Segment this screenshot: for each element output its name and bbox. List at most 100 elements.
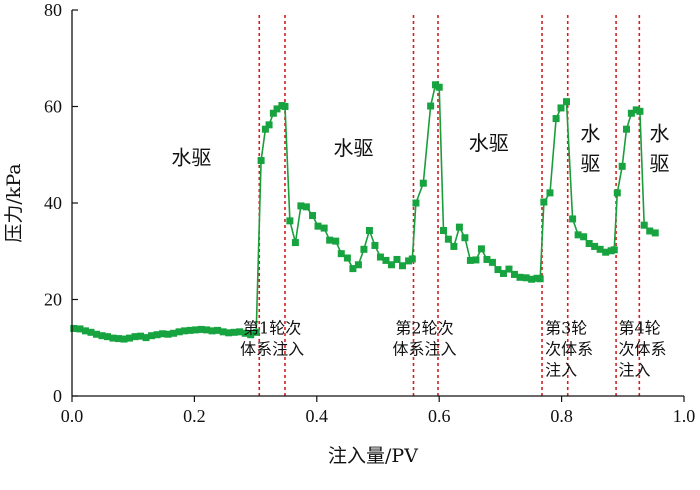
x-axis-title: 注入量/PV <box>328 445 418 467</box>
annotation-line: 次体系 <box>619 339 667 358</box>
data-point-marker <box>494 266 502 274</box>
x-tick-label: 1.0 <box>673 406 696 426</box>
data-point-marker <box>257 157 265 165</box>
data-point-marker <box>273 105 281 113</box>
data-point-marker <box>419 179 427 187</box>
data-point-marker <box>528 275 536 283</box>
data-point-marker <box>109 334 117 342</box>
data-point-marker <box>186 326 194 334</box>
data-point-marker <box>214 326 222 334</box>
data-point-marker <box>552 115 560 123</box>
y-tick-label: 60 <box>44 97 62 117</box>
data-point-marker <box>115 335 123 343</box>
annotation-line: 注入 <box>545 360 577 379</box>
stage-annotation: 第3轮次体系注入 <box>545 318 593 379</box>
data-point-marker <box>131 333 139 341</box>
annotation-line: 第1轮次 <box>243 318 301 337</box>
annotation-line: 第3轮 <box>545 318 587 337</box>
data-point-marker <box>320 224 328 232</box>
data-point-marker <box>398 262 406 270</box>
data-point-marker <box>170 329 178 337</box>
data-point-marker <box>314 222 322 230</box>
data-point-marker <box>371 241 379 249</box>
stage-annotation: 第2轮次体系注入 <box>393 318 457 358</box>
data-point-marker <box>382 256 390 264</box>
data-point-marker <box>92 330 100 338</box>
x-tick-label: 0.6 <box>428 406 451 426</box>
data-point-marker <box>580 233 588 241</box>
stage-annotation: 第1轮次体系注入 <box>240 318 304 358</box>
data-point-marker <box>236 328 244 336</box>
data-point-marker <box>354 261 362 269</box>
data-point-marker <box>376 253 384 261</box>
x-tick-label: 0.4 <box>306 406 329 426</box>
data-point-marker <box>477 245 485 253</box>
data-point-marker <box>137 332 145 340</box>
data-point-marker <box>98 332 106 340</box>
data-point-marker <box>225 329 233 337</box>
data-point-marker <box>326 236 334 244</box>
annotation-line: 水 <box>580 121 600 145</box>
annotation-line: 水驱 <box>334 136 374 160</box>
data-point-marker <box>636 107 644 115</box>
data-point-marker <box>510 270 518 278</box>
y-tick-label: 0 <box>53 386 62 406</box>
data-point-marker <box>103 333 111 341</box>
data-point-marker <box>546 189 554 197</box>
data-point-marker <box>337 250 345 258</box>
y-tick-label: 80 <box>44 0 62 20</box>
annotation-line: 水 <box>650 121 670 145</box>
data-point-marker <box>360 245 368 253</box>
data-point-marker <box>483 255 491 263</box>
annotation-line: 注入 <box>619 360 651 379</box>
data-point-marker <box>291 239 299 247</box>
data-point-marker <box>522 274 530 282</box>
data-point-marker <box>488 258 496 266</box>
annotation-line: 第2轮次 <box>395 318 453 337</box>
data-point-marker <box>516 273 524 281</box>
data-point-marker <box>247 331 255 339</box>
data-point-marker <box>596 245 604 253</box>
data-point-marker <box>159 330 167 338</box>
data-point-marker <box>349 265 357 273</box>
data-point-marker <box>627 109 635 117</box>
data-point-marker <box>602 248 610 256</box>
data-point-marker <box>203 326 211 334</box>
data-point-marker <box>618 162 626 170</box>
data-point-marker <box>261 125 269 133</box>
data-point-marker <box>651 229 659 237</box>
data-point-marker <box>76 325 84 333</box>
annotation-line: 第4轮 <box>619 318 661 337</box>
data-point-marker <box>142 334 150 342</box>
data-point-marker <box>302 203 310 211</box>
data-point-marker <box>432 81 440 89</box>
x-tick-label: 0.0 <box>61 406 84 426</box>
data-point-marker <box>343 254 351 262</box>
data-point-marker <box>265 121 273 129</box>
data-point-marker <box>297 202 305 210</box>
data-point-marker <box>435 83 443 91</box>
data-point-marker <box>444 235 452 243</box>
data-point-marker <box>439 227 447 235</box>
data-point-marker <box>455 223 463 231</box>
data-point-marker <box>365 227 373 235</box>
annotations: 水驱 水驱 水驱 水驱水驱第1轮次体系注入第2轮次体系注入第3轮次体系注入第4轮次体系… <box>171 121 669 379</box>
annotation-line: 水驱 <box>469 131 509 155</box>
x-tick-label: 0.8 <box>550 406 573 426</box>
data-point-marker <box>393 255 401 263</box>
data-point-marker <box>499 269 507 277</box>
data-point-marker <box>591 242 599 250</box>
data-point-marker <box>536 275 544 283</box>
data-point-marker <box>81 327 89 335</box>
data-point-marker <box>87 328 95 336</box>
stage-annotation: 水驱 <box>469 131 509 155</box>
data-point-marker <box>164 330 172 338</box>
stage-annotation: 水驱 <box>580 121 600 175</box>
data-point-marker <box>269 109 277 117</box>
ticks: 0.0 0.2 0.4 0.6 0.8 1.0 0 20 40 60 80 <box>44 0 695 426</box>
data-point-marker <box>208 327 216 335</box>
pressure-line <box>73 83 656 340</box>
data-point-marker <box>153 331 161 339</box>
data-point-marker <box>574 231 582 239</box>
